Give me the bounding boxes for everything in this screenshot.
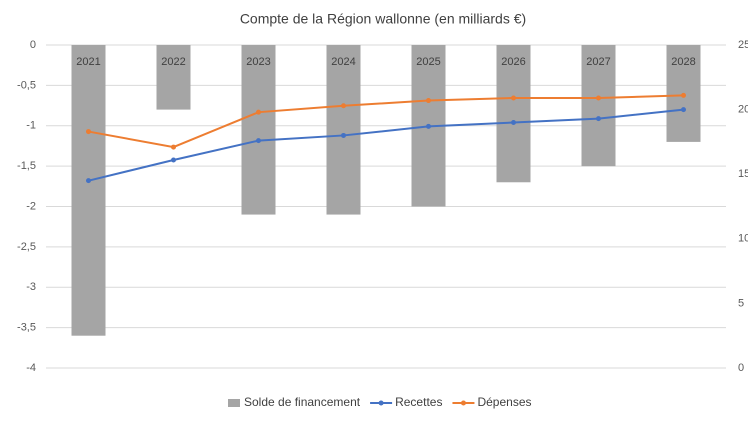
- y2-tick-label: 0: [738, 362, 744, 374]
- legend-swatch: [228, 399, 240, 407]
- y-tick-label: -3: [26, 281, 36, 293]
- point: [171, 144, 176, 150]
- category-label: 2023: [246, 56, 270, 68]
- bar: [156, 45, 191, 110]
- legend-label: Dépenses: [477, 395, 531, 409]
- point: [511, 120, 516, 126]
- y-tick-label: -1,5: [17, 160, 36, 172]
- category-label: 2026: [501, 56, 525, 68]
- bar: [241, 45, 276, 215]
- y-tick-label: -4: [26, 362, 36, 374]
- point: [86, 178, 91, 184]
- point: [511, 95, 516, 101]
- point: [426, 98, 431, 104]
- y-tick-label: -2: [26, 200, 36, 212]
- point: [86, 129, 91, 135]
- y-tick-label: -1: [26, 120, 36, 132]
- line: [88, 108, 684, 182]
- line: [88, 94, 684, 149]
- point: [171, 157, 176, 163]
- y2-tick-label: 15: [738, 168, 748, 180]
- y2-tick-label: 10: [738, 233, 748, 245]
- point: [426, 123, 431, 129]
- y-tick-label: -3,5: [17, 322, 36, 334]
- y-tick-label: 0: [30, 39, 36, 51]
- legend-label: Recettes: [395, 395, 442, 409]
- bar: [581, 45, 616, 167]
- legend-marker: [460, 400, 466, 406]
- chart-title: Compte de la Région wallonne (en milliar…: [240, 11, 526, 27]
- bar: [496, 45, 531, 183]
- y2-tick-label: 20: [738, 104, 748, 116]
- category-label: 2025: [416, 56, 440, 68]
- point: [681, 92, 686, 98]
- point: [256, 109, 261, 115]
- bar: [71, 45, 106, 336]
- legend-label: Solde de financement: [244, 395, 361, 409]
- point: [341, 132, 346, 138]
- point: [341, 103, 346, 109]
- category-label: 2022: [161, 56, 185, 68]
- point: [596, 95, 601, 101]
- bar: [326, 45, 361, 215]
- category-label: 2028: [671, 56, 695, 68]
- y2-tick-label: 5: [738, 297, 744, 309]
- y2-tick-label: 25: [738, 39, 748, 51]
- category-label: 2027: [586, 56, 610, 68]
- y-tick-label: -2,5: [17, 241, 36, 253]
- y-tick-label: -0,5: [17, 79, 36, 91]
- point: [256, 138, 261, 144]
- category-label: 2024: [331, 56, 355, 68]
- point: [596, 116, 601, 122]
- category-label: 2021: [76, 56, 100, 68]
- legend-marker: [378, 400, 384, 406]
- point: [681, 107, 686, 113]
